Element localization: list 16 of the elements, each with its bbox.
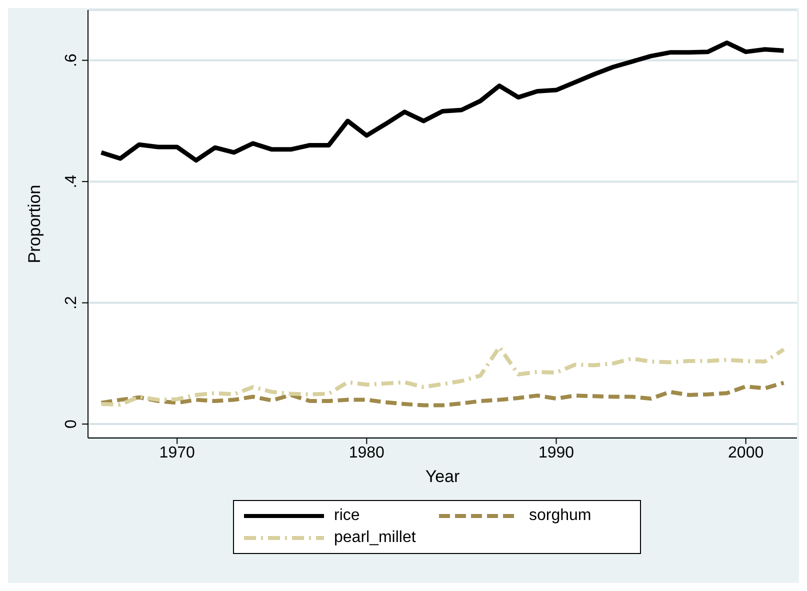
legend-label: pearl_millet [334, 529, 416, 547]
y-axis-title: Proportion [25, 184, 44, 264]
line-series [99, 380, 786, 408]
legend-label: rice [334, 507, 360, 525]
line-series [99, 345, 786, 407]
y-tick-label: .2 [63, 296, 80, 310]
line-series [99, 40, 786, 163]
y-tick-label: 0 [63, 420, 80, 429]
x-tick-label: 1990 [538, 444, 574, 462]
legend-label: sorghum [529, 507, 592, 525]
y-tick-label: .4 [63, 174, 80, 188]
x-tick-label: 2000 [728, 444, 764, 462]
y-tick-label: .6 [63, 54, 80, 67]
x-tick-label: 1970 [159, 444, 195, 462]
x-axis-title: Year [425, 467, 460, 486]
x-tick-label: 1980 [348, 444, 385, 462]
